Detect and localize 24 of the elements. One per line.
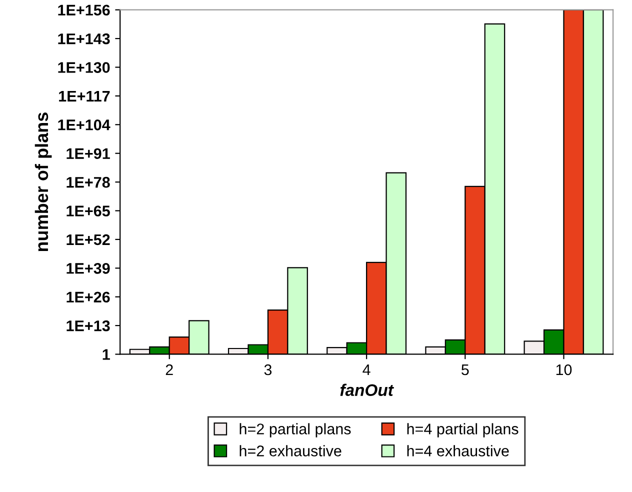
legend-label: h=2 partial plans (240, 423, 351, 438)
x-tick-label: 2 (166, 364, 173, 376)
y-tick-label: 1E+104 (58, 120, 110, 130)
x-tick-label: 4 (362, 364, 370, 376)
y-tick-label: 1E+156 (58, 4, 110, 16)
y-tick-label: 1E+130 (58, 62, 110, 73)
y-tick-label: 1E+78 (66, 176, 110, 188)
x-tick-label: 10 (556, 364, 572, 376)
y-tick-label: 1 (102, 349, 110, 360)
y-tick-label: 1E+91 (66, 148, 110, 160)
legend-label: h=4 partial plans (407, 423, 518, 438)
legend-label: h=2 exhaustive (240, 445, 342, 456)
y-tick-label: 1E+39 (66, 263, 110, 274)
x-axis-title: fanOut (340, 384, 394, 396)
x-tick-label: 3 (264, 364, 272, 376)
legend-label: h=4 exhaustive (407, 445, 509, 456)
y-tick-label: 1E+65 (66, 206, 110, 216)
y-tick-label: 1E+117 (59, 90, 110, 102)
x-tick-label: 5 (462, 364, 469, 376)
y-tick-label: 1E+13 (66, 320, 110, 332)
y-tick-label: 1E+26 (66, 292, 110, 303)
y-tick-label: 1E+52 (66, 234, 110, 246)
y-tick-label: 1E+143 (58, 33, 110, 44)
y-axis-title: number of plans (34, 112, 52, 252)
